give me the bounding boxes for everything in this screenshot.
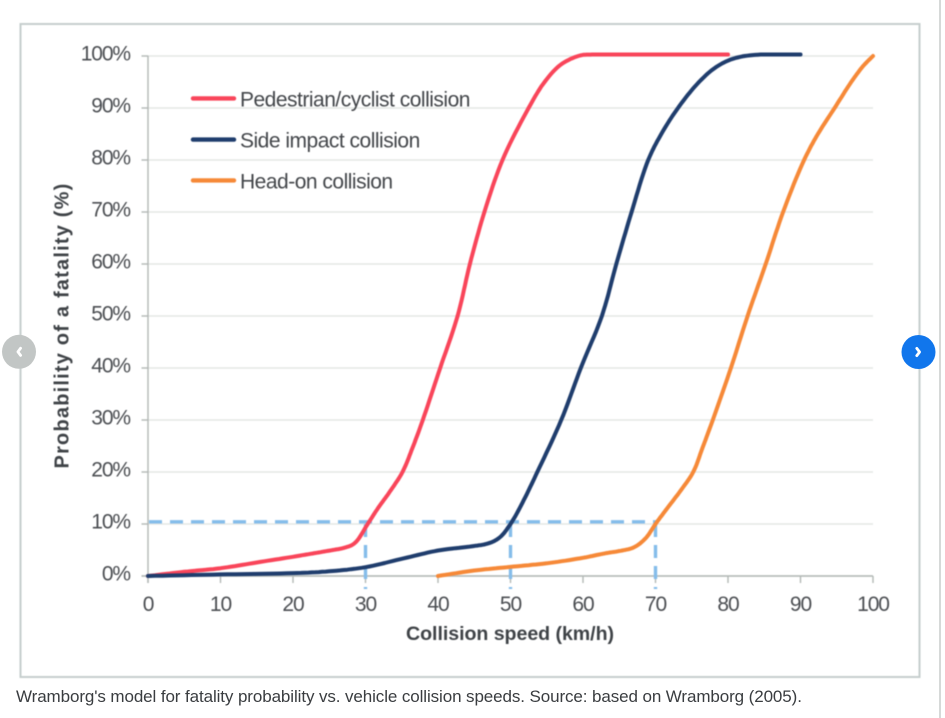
svg-text:10%: 10% xyxy=(91,511,130,534)
svg-text:Wramborg's model for fatality: Wramborg's model for fatality probabilit… xyxy=(16,687,802,706)
svg-text:10: 10 xyxy=(210,593,232,616)
svg-text:90%: 90% xyxy=(91,95,130,118)
svg-text:0%: 0% xyxy=(102,563,131,586)
svg-text:60: 60 xyxy=(572,593,594,616)
svg-text:50%: 50% xyxy=(91,303,130,326)
svg-text:0: 0 xyxy=(143,593,154,616)
svg-text:100: 100 xyxy=(857,593,889,616)
svg-text:Pedestrian/cyclist collision: Pedestrian/cyclist collision xyxy=(240,89,470,112)
svg-text:70: 70 xyxy=(645,593,667,616)
svg-text:Side impact collision: Side impact collision xyxy=(240,130,420,153)
svg-text:Head-on collision: Head-on collision xyxy=(240,170,393,193)
svg-text:90: 90 xyxy=(790,593,812,616)
svg-text:20: 20 xyxy=(282,593,304,616)
svg-text:30%: 30% xyxy=(91,407,130,430)
svg-text:80: 80 xyxy=(717,593,739,616)
svg-text:Probability of a fatality (%): Probability of a fatality (%) xyxy=(52,183,74,469)
svg-text:30: 30 xyxy=(355,593,377,616)
svg-text:80%: 80% xyxy=(91,147,130,170)
svg-text:20%: 20% xyxy=(91,459,130,482)
svg-text:70%: 70% xyxy=(91,199,130,222)
svg-text:40: 40 xyxy=(427,593,449,616)
svg-text:60%: 60% xyxy=(91,251,130,274)
svg-text:40%: 40% xyxy=(91,355,130,378)
svg-text:50: 50 xyxy=(500,593,522,616)
svg-text:Collision speed (km/h): Collision speed (km/h) xyxy=(406,623,614,645)
svg-text:100%: 100% xyxy=(81,43,131,66)
